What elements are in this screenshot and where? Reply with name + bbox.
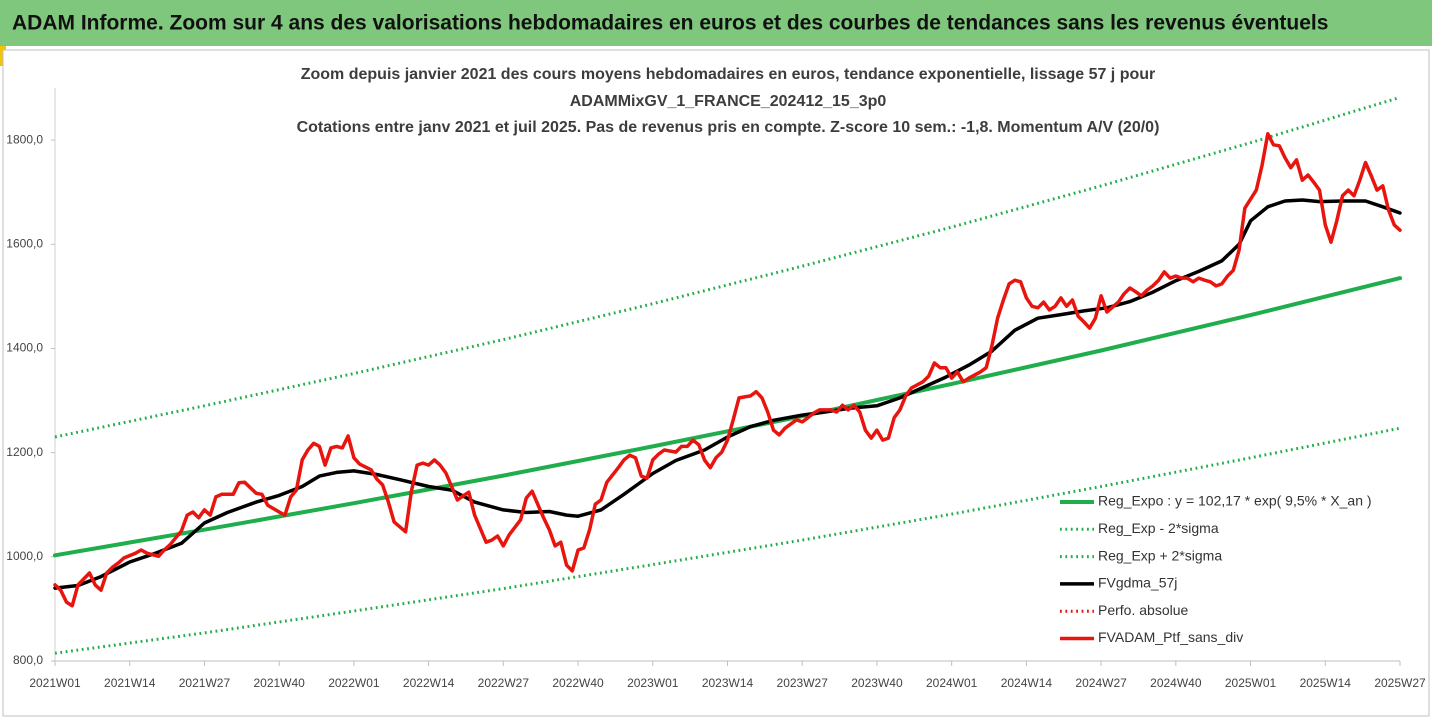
y-tick-label: 800,0 <box>13 653 43 667</box>
x-tick-label: 2022W01 <box>328 676 380 690</box>
chart-title: Zoom depuis janvier 2021 des cours moyen… <box>301 66 1156 83</box>
x-tick-label: 2024W01 <box>926 676 978 690</box>
x-tick-label: 2022W14 <box>403 676 455 690</box>
x-tick-label: 2021W27 <box>179 676 231 690</box>
y-tick-label: 1600,0 <box>6 236 43 250</box>
x-tick-label: 2025W27 <box>1374 676 1426 690</box>
x-tick-label: 2024W40 <box>1150 676 1202 690</box>
legend-label: Reg_Exp + 2*sigma <box>1098 547 1222 563</box>
y-tick-label: 1000,0 <box>6 549 43 563</box>
x-tick-label: 2024W27 <box>1075 676 1127 690</box>
x-tick-label: 2022W27 <box>478 676 530 690</box>
legend-label: Reg_Exp - 2*sigma <box>1098 520 1219 536</box>
y-tick-label: 1400,0 <box>6 341 43 355</box>
x-tick-label: 2024W14 <box>1001 676 1053 690</box>
series-line <box>54 426 1401 655</box>
x-tick-label: 2021W01 <box>29 676 81 690</box>
chart-frame <box>2 49 1430 717</box>
x-tick-label: 2023W27 <box>777 676 829 690</box>
x-tick-label: 2023W01 <box>627 676 679 690</box>
x-tick-label: 2022W40 <box>552 676 604 690</box>
header-bar <box>0 0 1432 46</box>
legend-label: Perfo. absolue <box>1098 602 1188 618</box>
series-line <box>53 132 1402 608</box>
series-line <box>53 276 1402 558</box>
x-tick-label: 2021W14 <box>104 676 156 690</box>
y-tick-label: 1800,0 <box>6 132 43 146</box>
x-tick-label: 2023W14 <box>702 676 754 690</box>
header-title: ADAM Informe. Zoom sur 4 ans des valoris… <box>12 12 1328 35</box>
chart-title: Cotations entre janv 2021 et juil 2025. … <box>297 119 1160 136</box>
x-tick-label: 2021W40 <box>253 676 305 690</box>
x-tick-label: 2025W01 <box>1225 676 1277 690</box>
x-tick-label: 2023W40 <box>851 676 903 690</box>
chart-title: ADAMMixGV_1_FRANCE_202412_15_3p0 <box>570 93 887 110</box>
legend-label: Reg_Expo : y = 102,17 * exp( 9,5% * X_an… <box>1098 493 1372 509</box>
legend-label: FVgdma_57j <box>1098 575 1177 591</box>
legend-label: FVADAM_Ptf_sans_div <box>1098 629 1243 645</box>
y-tick-label: 1200,0 <box>6 445 43 459</box>
x-tick-label: 2025W14 <box>1300 676 1352 690</box>
series-line <box>53 198 1402 590</box>
